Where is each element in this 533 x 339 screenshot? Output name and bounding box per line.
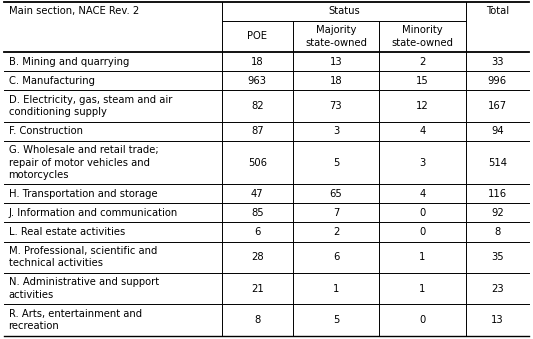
Text: 0: 0 [419,315,426,325]
Text: M. Professional, scientific and
technical activities: M. Professional, scientific and technica… [9,246,157,268]
Text: 996: 996 [488,76,507,86]
Text: 3: 3 [419,158,426,167]
Text: 87: 87 [251,126,264,136]
Text: 28: 28 [251,252,264,262]
Text: 12: 12 [416,101,429,111]
Text: F. Construction: F. Construction [9,126,83,136]
Text: 167: 167 [488,101,507,111]
Text: D. Electricity, gas, steam and air
conditioning supply: D. Electricity, gas, steam and air condi… [9,95,172,117]
Text: J. Information and communication: J. Information and communication [9,208,178,218]
Text: B. Mining and quarrying: B. Mining and quarrying [9,57,129,67]
Text: N. Administrative and support
activities: N. Administrative and support activities [9,277,159,300]
Text: 23: 23 [491,283,504,294]
Text: 65: 65 [329,189,342,199]
Text: 13: 13 [491,315,504,325]
Text: 4: 4 [419,189,426,199]
Text: 1: 1 [419,252,426,262]
Text: 6: 6 [254,227,261,237]
Text: 2: 2 [419,57,426,67]
Text: 5: 5 [333,158,339,167]
Text: 116: 116 [488,189,507,199]
Text: 94: 94 [491,126,504,136]
Text: 1: 1 [333,283,339,294]
Text: 0: 0 [419,208,426,218]
Text: L. Real estate activities: L. Real estate activities [9,227,125,237]
Text: 8: 8 [254,315,261,325]
Text: Minority
state-owned: Minority state-owned [392,25,454,48]
Text: 92: 92 [491,208,504,218]
Text: 73: 73 [330,101,342,111]
Text: 2: 2 [333,227,339,237]
Text: 1: 1 [419,283,426,294]
Text: Total: Total [486,6,509,16]
Text: R. Arts, entertainment and
recreation: R. Arts, entertainment and recreation [9,309,142,331]
Text: 18: 18 [251,57,264,67]
Text: 506: 506 [248,158,267,167]
Text: 35: 35 [491,252,504,262]
Text: POE: POE [247,32,268,41]
Text: G. Wholesale and retail trade;
repair of motor vehicles and
motorcycles: G. Wholesale and retail trade; repair of… [9,145,158,180]
Text: 4: 4 [419,126,426,136]
Text: 514: 514 [488,158,507,167]
Text: 21: 21 [251,283,264,294]
Text: 963: 963 [248,76,267,86]
Text: 8: 8 [494,227,500,237]
Text: Majority
state-owned: Majority state-owned [305,25,367,48]
Text: 33: 33 [491,57,504,67]
Text: 82: 82 [251,101,264,111]
Text: 47: 47 [251,189,264,199]
Text: 5: 5 [333,315,339,325]
Text: Main section, NACE Rev. 2: Main section, NACE Rev. 2 [9,6,139,16]
Text: 18: 18 [330,76,342,86]
Text: 85: 85 [251,208,264,218]
Text: 6: 6 [333,252,339,262]
Text: 7: 7 [333,208,339,218]
Text: Status: Status [328,6,360,16]
Text: 15: 15 [416,76,429,86]
Text: C. Manufacturing: C. Manufacturing [9,76,94,86]
Text: 13: 13 [330,57,342,67]
Text: 0: 0 [419,227,426,237]
Text: H. Transportation and storage: H. Transportation and storage [9,189,157,199]
Text: 3: 3 [333,126,339,136]
